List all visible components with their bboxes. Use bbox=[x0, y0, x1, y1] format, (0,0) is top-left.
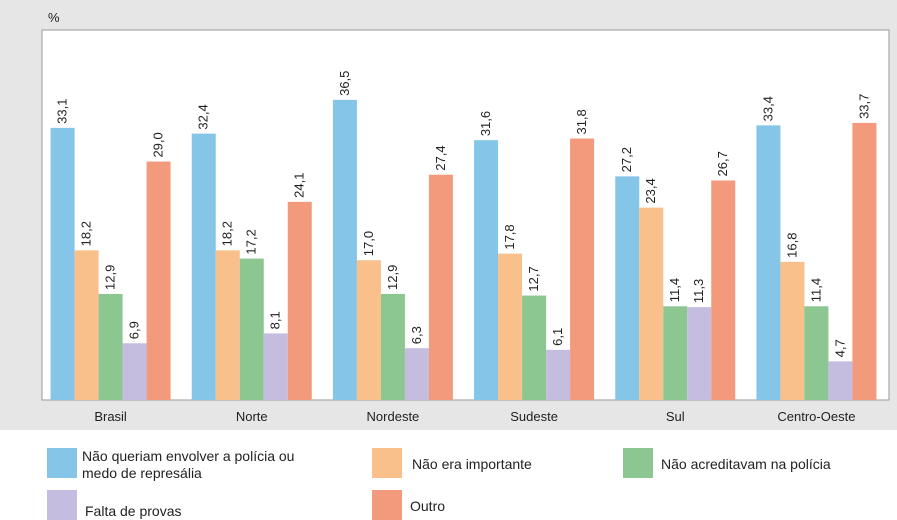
value-label: 17,2 bbox=[244, 229, 259, 254]
bar bbox=[474, 140, 499, 400]
bar bbox=[804, 306, 829, 400]
bar bbox=[98, 293, 123, 400]
value-label: 18,2 bbox=[220, 221, 235, 246]
bar bbox=[663, 306, 688, 400]
legend-swatch bbox=[372, 448, 402, 478]
value-label: 17,8 bbox=[502, 224, 517, 249]
value-label: 11,3 bbox=[691, 279, 706, 303]
value-label: 17,0 bbox=[361, 231, 376, 256]
bar bbox=[522, 295, 547, 400]
value-label: 29,0 bbox=[151, 132, 166, 157]
value-label: 33,1 bbox=[55, 99, 70, 124]
bar bbox=[428, 174, 453, 400]
value-label: 18,2 bbox=[79, 221, 94, 246]
value-label: 6,1 bbox=[550, 328, 565, 346]
value-label: 16,8 bbox=[784, 233, 799, 258]
y-axis-label: % bbox=[48, 10, 60, 25]
bar bbox=[215, 250, 240, 400]
value-label: 36,5 bbox=[337, 71, 352, 96]
bar bbox=[780, 261, 805, 400]
value-label: 6,3 bbox=[409, 326, 424, 344]
bar bbox=[380, 293, 405, 400]
bar bbox=[356, 260, 381, 400]
legend-label: Falta de provas bbox=[85, 503, 182, 519]
x-tick-label: Sul bbox=[666, 409, 685, 424]
bar bbox=[191, 133, 216, 400]
bar bbox=[239, 258, 264, 400]
legend-label: Não era importante bbox=[412, 456, 532, 472]
x-tick-label: Brasil bbox=[94, 409, 127, 424]
bar bbox=[852, 122, 877, 401]
value-label: 33,4 bbox=[760, 96, 775, 121]
value-label: 27,4 bbox=[433, 145, 448, 170]
bar bbox=[570, 138, 595, 401]
x-tick-label: Centro-Oeste bbox=[777, 409, 855, 424]
plot-area bbox=[41, 29, 890, 401]
value-label: 32,4 bbox=[196, 104, 211, 129]
x-tick-label: Norte bbox=[236, 409, 268, 424]
value-label: 33,7 bbox=[856, 94, 871, 119]
bar bbox=[287, 201, 312, 400]
value-label: 4,7 bbox=[832, 339, 847, 357]
bar bbox=[639, 207, 664, 400]
x-tick-label: Sudeste bbox=[510, 409, 558, 424]
value-label: 6,9 bbox=[127, 321, 142, 339]
value-label: 31,8 bbox=[574, 109, 589, 134]
bar bbox=[50, 127, 75, 400]
legend-swatch bbox=[372, 490, 402, 520]
value-label: 26,7 bbox=[715, 151, 730, 176]
bar bbox=[332, 99, 357, 400]
value-label: 31,6 bbox=[478, 111, 493, 136]
bar bbox=[711, 180, 736, 400]
value-label: 27,2 bbox=[619, 147, 634, 172]
value-label: 11,4 bbox=[808, 278, 823, 302]
bar bbox=[498, 253, 523, 400]
bar bbox=[263, 333, 288, 400]
legend-swatch bbox=[623, 448, 653, 478]
bar bbox=[756, 125, 781, 400]
legend-label: Outro bbox=[410, 498, 446, 514]
bar bbox=[687, 307, 712, 400]
legend-swatch bbox=[47, 448, 77, 478]
bar bbox=[146, 161, 171, 400]
legend-label: Não queriam envolver a polícia ou medo d… bbox=[82, 448, 295, 481]
bar bbox=[122, 343, 147, 400]
value-label: 12,7 bbox=[526, 266, 541, 291]
value-label: 23,4 bbox=[643, 178, 658, 203]
bar bbox=[546, 349, 571, 400]
bar bbox=[74, 250, 99, 400]
value-label: 12,9 bbox=[103, 265, 118, 290]
value-label: 12,9 bbox=[385, 265, 400, 290]
value-label: 24,1 bbox=[292, 173, 307, 198]
bar bbox=[404, 348, 429, 400]
legend-label: Não acreditavam na polícia bbox=[661, 456, 831, 472]
bar bbox=[615, 176, 640, 400]
value-label: 8,1 bbox=[268, 311, 283, 329]
value-label: 11,4 bbox=[667, 278, 682, 302]
legend-swatch bbox=[47, 490, 77, 520]
x-tick-label: Nordeste bbox=[367, 409, 420, 424]
bar bbox=[828, 361, 853, 400]
